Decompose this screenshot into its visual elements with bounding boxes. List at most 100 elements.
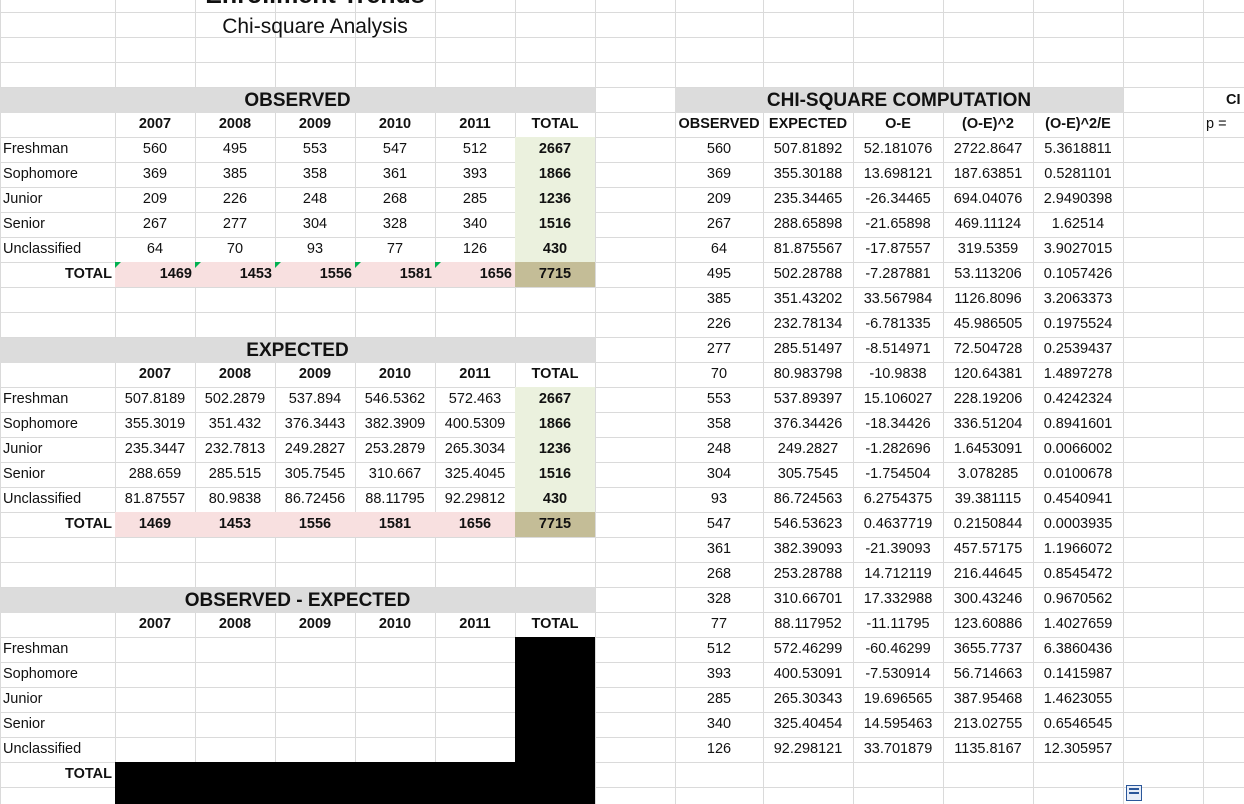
chi-cell[interactable]: 92.298121 (773, 741, 843, 757)
observed-cell[interactable]: 512 (462, 141, 488, 157)
observed-col-total[interactable]: 1581 (355, 262, 435, 287)
expected-cell[interactable]: 86.72456 (284, 491, 346, 507)
expected-cell[interactable]: 92.29812 (444, 491, 506, 507)
chi-cell[interactable]: 1.6453091 (953, 441, 1023, 457)
observed-cell[interactable]: 248 (302, 191, 328, 207)
expected-cell[interactable]: 249.2827 (284, 441, 346, 457)
chi-cell[interactable]: -17.87557 (865, 241, 931, 257)
chi-cell[interactable]: 358 (706, 416, 732, 432)
chi-cell[interactable]: 80.983798 (773, 366, 843, 382)
observed-row-label[interactable]: Unclassified (3, 241, 82, 257)
chi-cell[interactable]: 228.19206 (953, 391, 1023, 407)
chi-cell[interactable]: 0.4242324 (1043, 391, 1113, 407)
chi-cell[interactable]: 457.57175 (953, 541, 1023, 557)
expected-cell[interactable]: 325.4045 (444, 466, 506, 482)
chi-cell[interactable]: -6.781335 (865, 316, 931, 332)
observed-cell[interactable]: 304 (302, 216, 328, 232)
chi-cell[interactable]: 56.714663 (953, 666, 1023, 682)
chi-cell[interactable]: -60.46299 (865, 641, 931, 657)
chi-cell[interactable]: 33.701879 (863, 741, 933, 757)
observed-cell[interactable]: 495 (222, 141, 248, 157)
expected-cell[interactable]: 382.3909 (364, 416, 426, 432)
chi-cell[interactable]: 0.0066002 (1043, 441, 1113, 457)
chi-cell[interactable]: -7.530914 (865, 666, 931, 682)
observed-col-header[interactable]: 2011 (459, 116, 491, 132)
chi-cell[interactable]: 0.0003935 (1043, 516, 1113, 532)
observed-col-total[interactable]: 1469 (115, 262, 195, 287)
observed-row-total[interactable]: 430 (515, 237, 595, 262)
expected-row-total[interactable]: 1516 (515, 462, 595, 487)
observed-cell[interactable]: 328 (382, 216, 408, 232)
expected-cell[interactable]: 537.894 (288, 391, 342, 407)
chi-cell[interactable]: 13.698121 (863, 166, 933, 182)
chi-cell[interactable]: -21.39093 (865, 541, 931, 557)
chi-cell[interactable]: 328 (706, 591, 732, 607)
chi-cell[interactable]: 33.567984 (863, 291, 933, 307)
expected-row-label[interactable]: Unclassified (3, 491, 82, 507)
expected-cell[interactable]: 232.7813 (204, 441, 266, 457)
chi-cell[interactable]: 3.078285 (957, 466, 1019, 482)
chi-cell[interactable]: 340 (706, 716, 732, 732)
sheet-title[interactable]: Enrollment Trends (115, 0, 515, 8)
chi-cell[interactable]: 553 (706, 391, 732, 407)
observed-col-header[interactable]: 2008 (218, 116, 252, 132)
chi-cell[interactable]: 0.4540941 (1043, 491, 1113, 507)
chi-cell[interactable]: 1.1966072 (1043, 541, 1113, 557)
chi-cell[interactable]: 336.51204 (953, 416, 1023, 432)
quick-analysis-icon[interactable] (1126, 785, 1142, 801)
chi-cell[interactable]: 53.113206 (954, 266, 1022, 282)
obs_minus_exp-row-label[interactable]: Junior (3, 691, 43, 707)
observed-col-header[interactable]: 2009 (298, 116, 332, 132)
chi-cell[interactable]: 0.1975524 (1043, 316, 1113, 332)
chi-cell[interactable]: 268 (706, 566, 732, 582)
chi-cell[interactable]: 14.595463 (863, 716, 933, 732)
chi-col-header[interactable]: EXPECTED (768, 116, 848, 132)
expected-col-header[interactable]: 2011 (459, 366, 491, 382)
expected-total-label[interactable]: TOTAL (65, 516, 112, 532)
observed-cell[interactable]: 126 (462, 241, 488, 257)
observed-row-label[interactable]: Junior (3, 191, 43, 207)
chi-cell[interactable]: 216.44645 (953, 566, 1023, 582)
chi-cell[interactable]: 694.04076 (953, 191, 1023, 207)
obs_minus_exp-col-header[interactable]: 2011 (459, 616, 491, 632)
chi-cell[interactable]: 209 (706, 191, 732, 207)
chi-cell[interactable]: 325.40454 (773, 716, 843, 732)
observed-col-header[interactable]: 2007 (138, 116, 172, 132)
expected-col-header[interactable]: 2007 (138, 366, 172, 382)
chi-cell[interactable]: 70 (710, 366, 728, 382)
expected-row-total[interactable]: 2667 (515, 387, 595, 412)
chi-cell[interactable]: 232.78134 (773, 316, 843, 332)
observed-cell[interactable]: 70 (226, 241, 244, 257)
chi-cell[interactable]: -8.514971 (865, 341, 931, 357)
chi-cell[interactable]: 93 (710, 491, 728, 507)
observed-cell[interactable]: 93 (306, 241, 324, 257)
chi-cell[interactable]: 285.51497 (773, 341, 843, 357)
chi-cell[interactable]: 248 (706, 441, 732, 457)
expected-row-label[interactable]: Freshman (3, 391, 69, 407)
obs_minus_exp-total-label[interactable]: TOTAL (65, 766, 112, 782)
observed-row-label[interactable]: Sophomore (3, 166, 78, 182)
chi-cell[interactable]: 0.9670562 (1043, 591, 1113, 607)
obs_minus_exp-row-label[interactable]: Unclassified (3, 741, 82, 757)
chi-cell[interactable]: 1.62514 (1051, 216, 1105, 232)
chi-header[interactable]: CHI-SQUARE COMPUTATION (675, 88, 1123, 113)
obs_minus_exp-col-header[interactable]: TOTAL (531, 616, 579, 632)
obs_minus_exp-col-header[interactable]: 2008 (218, 616, 252, 632)
chi-cell[interactable]: 3.9027015 (1043, 241, 1113, 257)
chi-cell[interactable]: 0.2150844 (953, 516, 1023, 532)
observed-cell[interactable]: 226 (222, 191, 248, 207)
expected-col-total[interactable]: 1469 (115, 512, 195, 537)
chi-cell[interactable]: 400.53091 (773, 666, 843, 682)
chi-cell[interactable]: 304 (706, 466, 732, 482)
chi-cell[interactable]: 502.28788 (773, 266, 843, 282)
chi-cell[interactable]: 285 (706, 691, 732, 707)
obs_minus_exp-header[interactable]: OBSERVED - EXPECTED (0, 588, 595, 613)
expected-cell[interactable]: 546.5362 (364, 391, 426, 407)
observed-cell[interactable]: 277 (222, 216, 248, 232)
observed-row-label[interactable]: Freshman (3, 141, 69, 157)
expected-cell[interactable]: 572.463 (448, 391, 502, 407)
chi-cell[interactable]: 376.34426 (773, 416, 843, 432)
chi-cell[interactable]: 267 (706, 216, 732, 232)
expected-cell[interactable]: 80.9838 (208, 491, 262, 507)
chi-cell[interactable]: 81.875567 (773, 241, 843, 257)
